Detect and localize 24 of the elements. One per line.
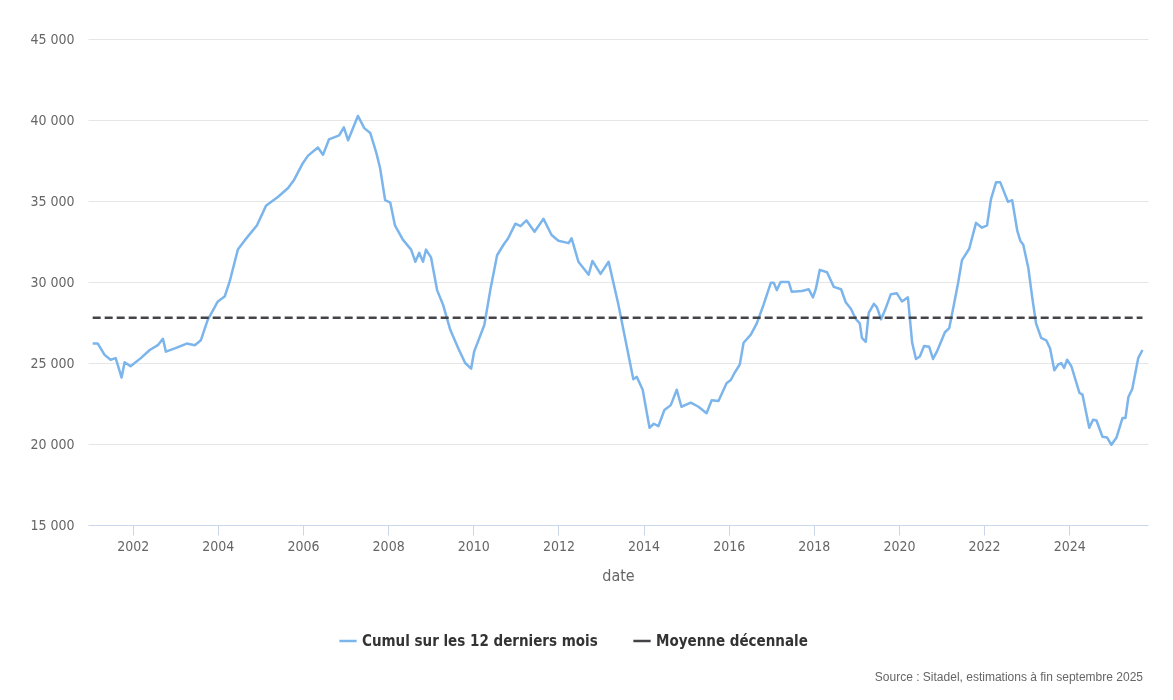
legend-label: Moyenne décennale xyxy=(656,632,808,650)
x-tick-label: 2018 xyxy=(798,537,831,554)
x-tick-label: 2014 xyxy=(628,537,661,554)
x-tick-label: 2010 xyxy=(457,537,490,554)
y-tick-label: 35 000 xyxy=(30,192,75,209)
y-tick-label: 45 000 xyxy=(30,30,75,47)
x-tick-label: 2022 xyxy=(968,537,1001,554)
y-tick-label: 30 000 xyxy=(30,273,75,290)
x-axis-title: date xyxy=(602,565,635,585)
y-tick-label: 25 000 xyxy=(30,354,75,371)
x-tick-label: 2004 xyxy=(202,537,235,554)
x-tick-label: 2012 xyxy=(542,537,575,554)
x-tick-label: 2020 xyxy=(883,537,916,554)
y-tick-label: 20 000 xyxy=(30,435,75,452)
x-tick-label: 2002 xyxy=(117,537,150,554)
x-tick-label: 2016 xyxy=(713,537,746,554)
x-tick-label: 2008 xyxy=(372,537,405,554)
x-tick-label: 2024 xyxy=(1053,537,1086,554)
line-series xyxy=(91,114,1144,447)
source-note: Source : Sitadel, estimations à fin septembre 2025 xyxy=(874,670,1143,684)
x-tick-label: 2006 xyxy=(287,537,320,554)
y-tick-label: 40 000 xyxy=(30,111,75,128)
y-tick-label: 15 000 xyxy=(30,516,75,533)
legend-label: Cumul sur les 12 derniers mois xyxy=(362,632,598,650)
